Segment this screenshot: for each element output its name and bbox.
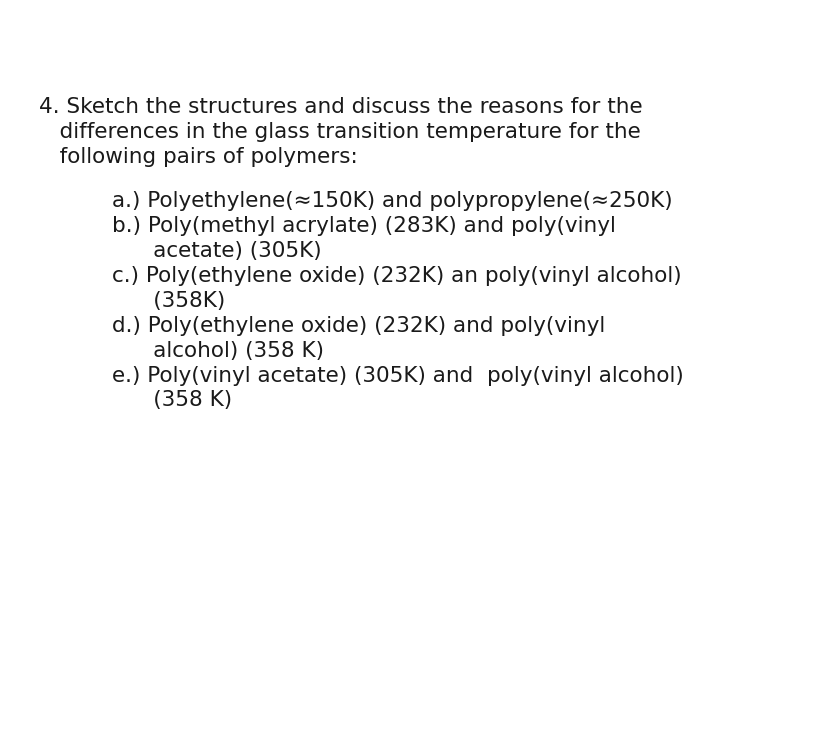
Text: a.) Polyethylene(≈150K) and polypropylene(≈250K): a.) Polyethylene(≈150K) and polypropylen…: [112, 191, 672, 211]
Text: b.) Poly(methyl acrylate) (283K) and poly(vinyl: b.) Poly(methyl acrylate) (283K) and pol…: [112, 216, 615, 236]
Text: c.) Poly(ethylene oxide) (232K) an poly(vinyl alcohol): c.) Poly(ethylene oxide) (232K) an poly(…: [112, 266, 681, 286]
Text: 4. Sketch the structures and discuss the reasons for the: 4. Sketch the structures and discuss the…: [39, 97, 642, 117]
Text: differences in the glass transition temperature for the: differences in the glass transition temp…: [39, 122, 640, 142]
Text: following pairs of polymers:: following pairs of polymers:: [39, 147, 357, 167]
Text: alcohol) (358 K): alcohol) (358 K): [112, 341, 323, 360]
Text: (358 K): (358 K): [112, 390, 232, 410]
Text: e.) Poly(vinyl acetate) (305K) and  poly(vinyl alcohol): e.) Poly(vinyl acetate) (305K) and poly(…: [112, 366, 683, 385]
Text: d.) Poly(ethylene oxide) (232K) and poly(vinyl: d.) Poly(ethylene oxide) (232K) and poly…: [112, 316, 605, 335]
Text: (358K): (358K): [112, 291, 225, 310]
Text: acetate) (305K): acetate) (305K): [112, 241, 321, 261]
